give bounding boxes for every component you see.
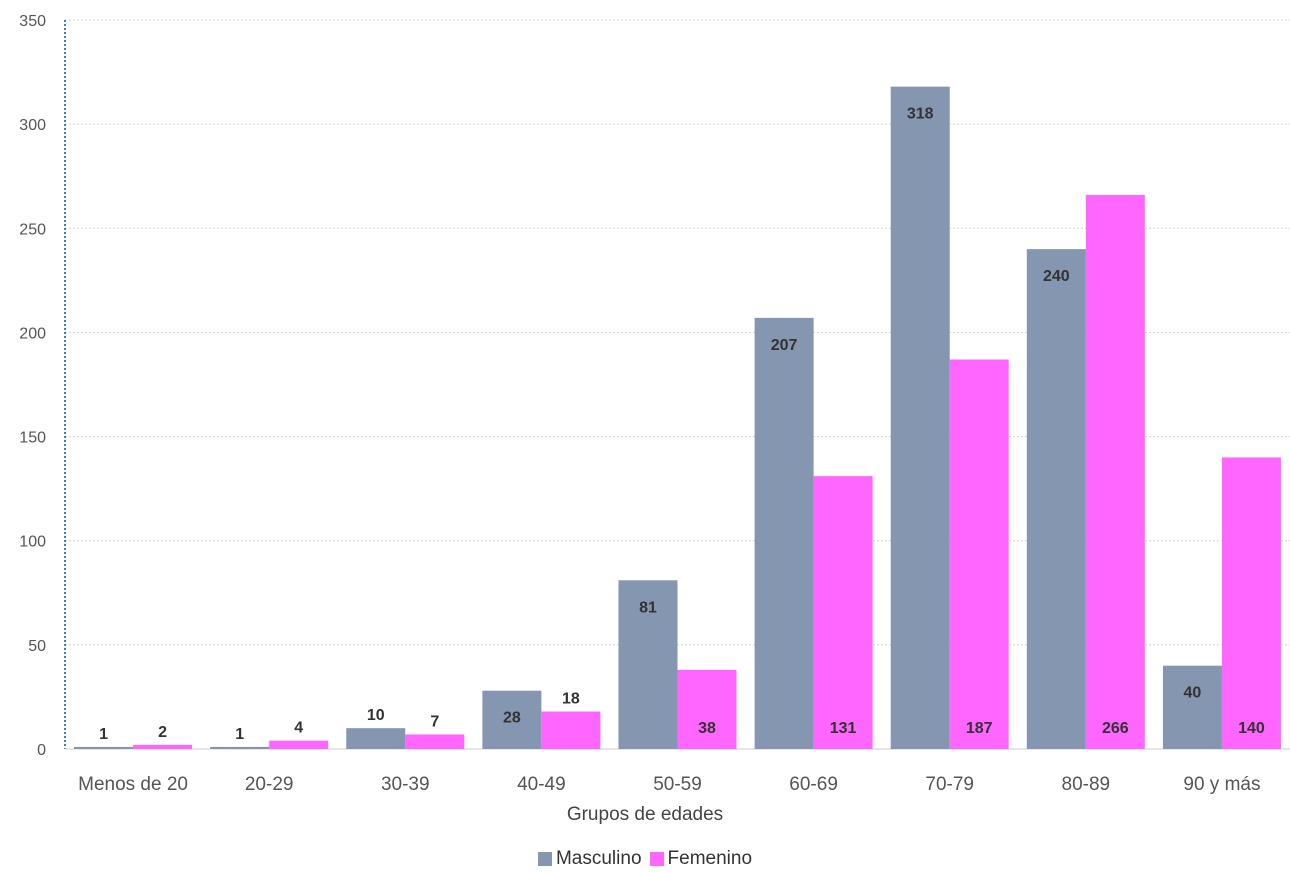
data-label-femenino-7: 266 bbox=[1102, 720, 1129, 737]
x-tick-label: Menos de 20 bbox=[78, 774, 188, 795]
x-tick-label: 80-89 bbox=[1062, 774, 1111, 795]
y-tick-label: 300 bbox=[19, 117, 46, 134]
bar-masculino-5 bbox=[754, 317, 814, 749]
bar-femenino-8 bbox=[1221, 457, 1281, 749]
data-label-masculino-5: 207 bbox=[771, 337, 798, 354]
x-tick-label: 90 y más bbox=[1183, 774, 1260, 795]
bar-femenino-0 bbox=[133, 744, 193, 749]
data-label-femenino-4: 38 bbox=[698, 720, 716, 737]
data-label-masculino-8: 40 bbox=[1184, 685, 1202, 702]
bar-femenino-7 bbox=[1085, 194, 1145, 749]
data-label-femenino-2: 7 bbox=[430, 713, 439, 730]
y-tick-label: 250 bbox=[19, 221, 46, 238]
x-tick-label: 30-39 bbox=[381, 774, 430, 795]
bar-femenino-5 bbox=[813, 476, 873, 749]
y-tick-label: 150 bbox=[19, 430, 46, 447]
data-label-femenino-6: 187 bbox=[966, 720, 993, 737]
x-tick-label: 20-29 bbox=[245, 774, 294, 795]
x-tick-label: 60-69 bbox=[789, 774, 838, 795]
x-tick-label: 40-49 bbox=[517, 774, 566, 795]
data-label-femenino-8: 140 bbox=[1238, 720, 1265, 737]
bar-femenino-4 bbox=[677, 669, 737, 749]
data-label-masculino-2: 10 bbox=[367, 707, 385, 724]
data-label-masculino-3: 28 bbox=[503, 710, 521, 727]
data-label-femenino-5: 131 bbox=[830, 720, 857, 737]
y-tick-label: 50 bbox=[28, 638, 46, 655]
chart-plot: 0 50 100 150 200 250 300 350 Menos de 20 1 2 20-29 1… bbox=[19, 13, 1290, 795]
x-tick-label: 50-59 bbox=[653, 774, 702, 795]
data-label-masculino-0: 1 bbox=[99, 726, 108, 743]
legend-item-masculino[interactable]: Masculino bbox=[537, 848, 642, 870]
y-tick-label: 100 bbox=[19, 534, 46, 551]
legend-label-femenino: Femenino bbox=[667, 848, 753, 869]
bar-masculino-8 bbox=[1162, 665, 1222, 749]
legend-item-femenino[interactable]: Femenino bbox=[649, 848, 753, 870]
bar-masculino-7 bbox=[1026, 249, 1086, 749]
data-label-femenino-1: 4 bbox=[294, 720, 303, 737]
data-label-femenino-0: 2 bbox=[158, 724, 167, 741]
bar-masculino-6 bbox=[890, 86, 950, 749]
bar-masculino-3 bbox=[482, 690, 542, 749]
data-label-femenino-3: 18 bbox=[562, 691, 580, 708]
bar-masculino-4 bbox=[618, 580, 678, 749]
bar-masculino-1 bbox=[210, 746, 270, 749]
data-label-masculino-1: 1 bbox=[235, 726, 244, 743]
legend-label-masculino: Masculino bbox=[555, 848, 642, 869]
bar-masculino-2 bbox=[346, 728, 406, 749]
y-tick-label: 350 bbox=[19, 13, 46, 30]
legend: Masculino Femenino bbox=[0, 848, 1290, 870]
data-label-masculino-7: 240 bbox=[1043, 268, 1070, 285]
x-axis-title: Grupos de edades bbox=[566, 804, 724, 825]
bar-femenino-3 bbox=[541, 711, 601, 749]
bar-femenino-2 bbox=[405, 734, 465, 749]
bar-masculino-0 bbox=[74, 746, 134, 749]
bar-femenino-6 bbox=[949, 359, 1009, 749]
y-tick-label: 200 bbox=[19, 325, 46, 342]
legend-swatch-masculino bbox=[537, 852, 552, 866]
legend-swatch-femenino bbox=[649, 852, 664, 866]
y-tick-label: 0 bbox=[37, 742, 46, 759]
data-label-masculino-4: 81 bbox=[639, 599, 657, 616]
data-label-masculino-6: 318 bbox=[907, 106, 934, 123]
bar-femenino-1 bbox=[269, 740, 329, 749]
x-tick-label: 70-79 bbox=[925, 774, 974, 795]
